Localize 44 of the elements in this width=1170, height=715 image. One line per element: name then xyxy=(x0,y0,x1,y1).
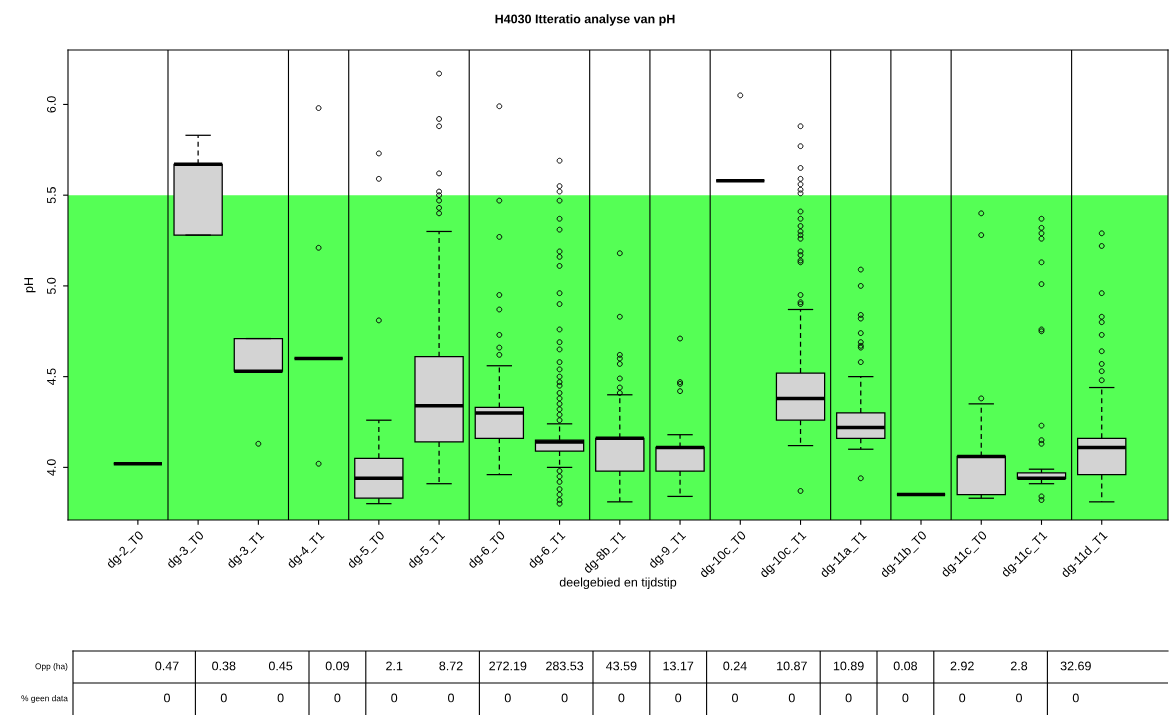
y-tick-label: 4.0 xyxy=(46,459,56,476)
data-label: 0 xyxy=(618,693,625,703)
data-label: 0 xyxy=(448,693,454,703)
y-tick-label: % geen data xyxy=(21,695,68,703)
data-label: 10.89 xyxy=(833,661,864,671)
y-axis-title: pH xyxy=(24,278,36,293)
data-label: 0.47 xyxy=(155,661,179,671)
y-tick-label: Opp (ha) xyxy=(35,663,68,671)
data-label: 0.24 xyxy=(723,661,747,671)
data-label: 0.38 xyxy=(212,661,236,671)
data-label: 0 xyxy=(504,693,511,703)
data-label: 0.45 xyxy=(268,661,293,671)
data-label: 0 xyxy=(788,693,795,703)
data-label: 2.8 xyxy=(1010,661,1028,671)
data-label: 0 xyxy=(220,693,227,703)
data-label: 0 xyxy=(1016,693,1022,703)
y-tick-label: 5.5 xyxy=(47,187,56,204)
data-label: 0 xyxy=(845,693,852,703)
data-label: 0 xyxy=(391,693,398,703)
data-label: 0 xyxy=(164,693,170,703)
data-label: 0 xyxy=(1072,693,1079,703)
data-label: 2.92 xyxy=(950,661,974,671)
y-tick-label: 4.5 xyxy=(47,368,56,386)
data-label: 43.59 xyxy=(606,661,637,671)
data-label: 13.17 xyxy=(663,661,694,671)
y-tick-label: 5.0 xyxy=(46,277,56,295)
data-label: 0 xyxy=(334,693,341,703)
data-label: 272.19 xyxy=(489,661,527,671)
x-axis-title: deelgebied en tijdstip xyxy=(559,577,677,590)
data-label: 0 xyxy=(732,693,738,703)
y-tick-label: 6.0 xyxy=(46,96,56,113)
chart-title: H4030 Itteratio analyse van pH xyxy=(495,14,675,26)
data-label: 2.1 xyxy=(386,661,403,671)
data-label: 0.09 xyxy=(325,661,349,671)
data-label: 0.08 xyxy=(893,661,918,671)
data-label: 0 xyxy=(959,693,966,703)
data-label: 0 xyxy=(675,693,682,703)
data-label: 0 xyxy=(561,693,568,703)
data-label: 10.87 xyxy=(777,661,807,671)
data-label: 32.69 xyxy=(1060,661,1091,671)
data-label: 283.53 xyxy=(546,661,584,671)
data-label: 0 xyxy=(277,693,284,703)
data-label: 0 xyxy=(902,693,909,703)
data-label: 8.72 xyxy=(439,661,463,671)
